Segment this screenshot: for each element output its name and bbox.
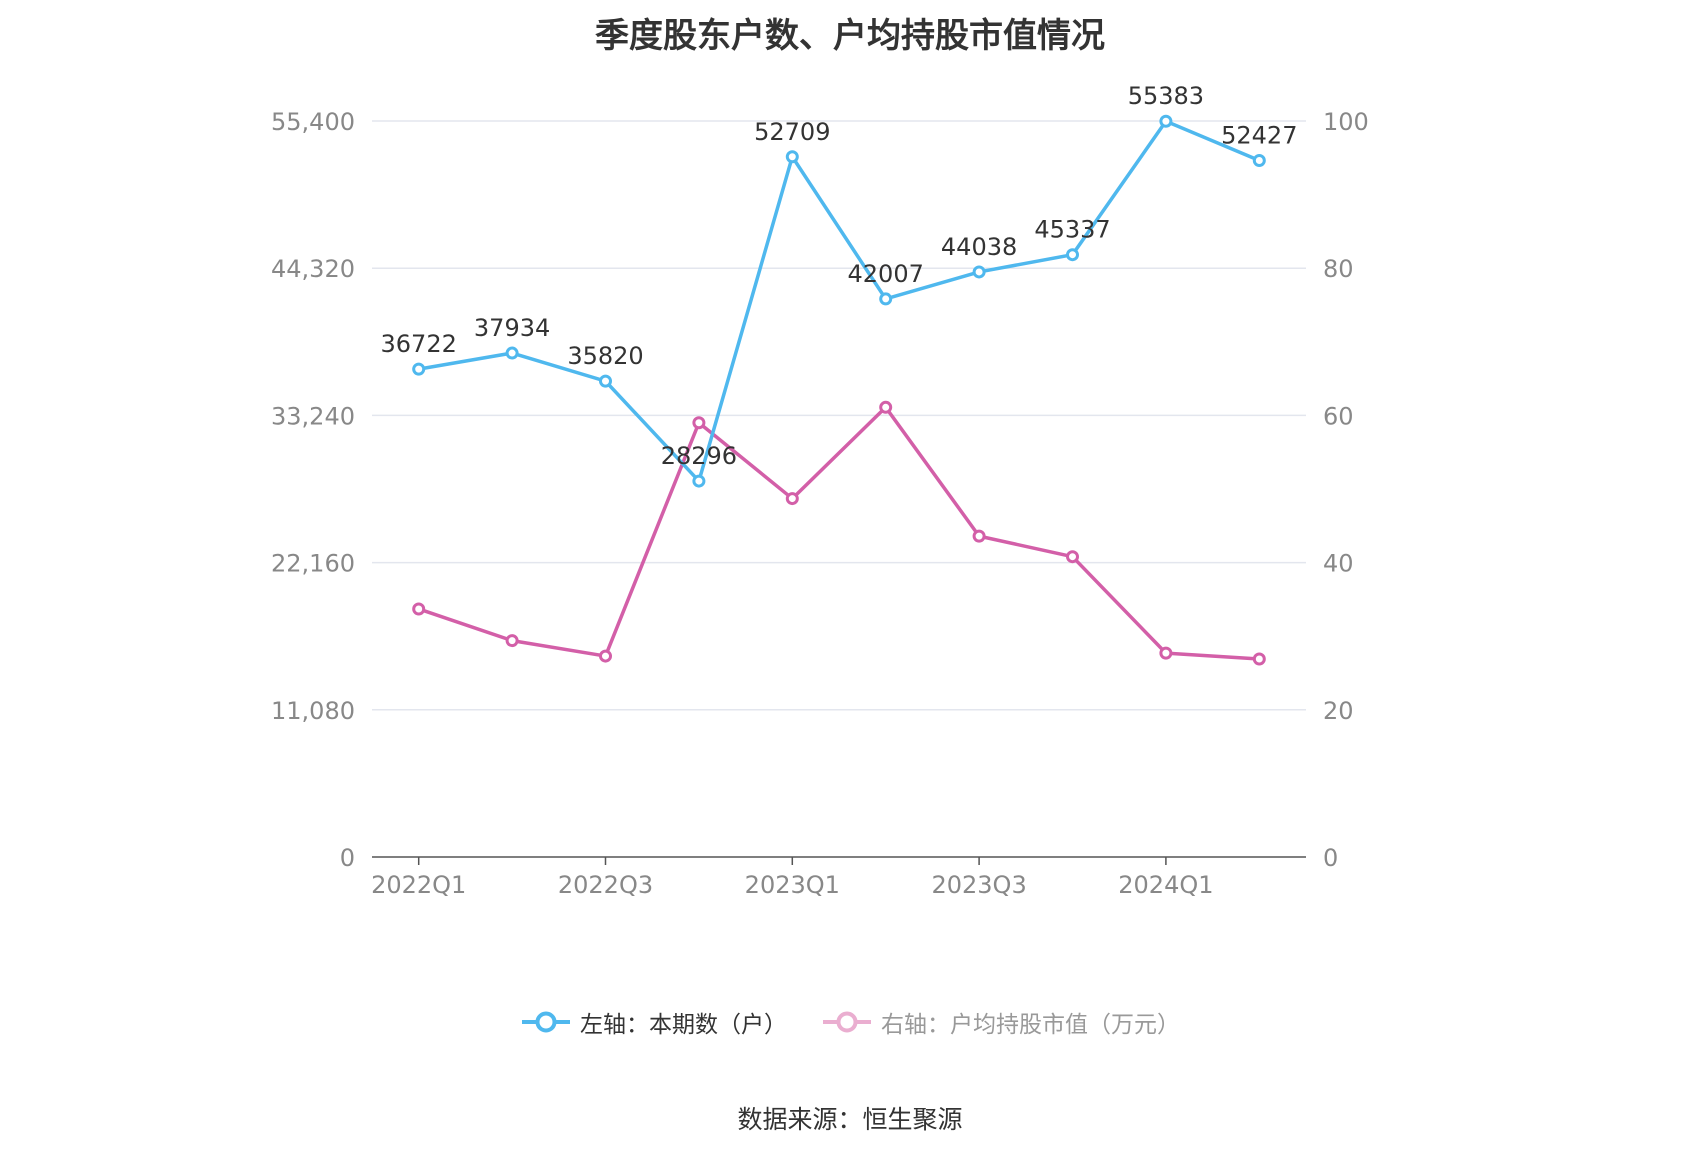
data-label: 52427 [1221,121,1297,149]
legend-item-households[interactable]: 左轴：本期数（户） [520,1005,787,1039]
series-line [418,405,1260,661]
right-tick-label: 80 [1323,255,1354,283]
data-source: 数据来源：恒生聚源 [737,1105,963,1134]
data-label: 37934 [474,314,550,342]
data-point [505,346,519,360]
series-layer [412,114,1266,666]
data-label: 42007 [848,260,924,288]
legend: 左轴：本期数（户） 右轴：户均持股市值（万元） [0,1005,1700,1039]
chart-title: 季度股东户数、户均持股市值情况 [595,16,1105,56]
grid-lines [372,120,1306,711]
left-tick-label: 22,160 [271,550,355,578]
legend-line-circle-icon [522,1011,570,1033]
data-point [879,292,893,306]
data-point [692,474,706,488]
left-tick-label: 44,320 [271,255,355,283]
data-label: 44038 [941,233,1017,261]
data-label: 45337 [1034,216,1110,244]
data-point [1066,550,1079,564]
legend-label-households: 左轴：本期数（户） [580,1012,787,1038]
left-tick-label: 33,240 [271,402,355,430]
legend-line-circle-icon [823,1011,871,1033]
data-point [505,634,519,648]
data-labels: 36722 37934 35820 28296 52709 42007 44038 45337… [381,82,1298,470]
x-axis: 2022Q1 2022Q3 2023Q1 2023Q3 2024Q1 [371,856,1306,899]
data-label: 28296 [661,442,737,470]
left-axis: 0 11,080 22,160 33,240 44,320 55,400 [271,108,355,872]
right-tick-label: 100 [1323,108,1369,136]
data-point [879,400,893,414]
data-point [1159,114,1173,128]
data-point [972,265,986,279]
right-tick-label: 0 [1323,844,1338,872]
data-point [412,362,426,376]
right-axis: 0 20 40 60 80 100 [1323,108,1369,872]
line-chart: 0 11,080 22,160 33,240 44,320 55,400 0 20 40 60 8… [271,82,1369,899]
data-point [599,374,612,388]
data-point [1159,646,1173,660]
left-tick-label: 11,080 [271,697,355,725]
legend-item-avg-value[interactable]: 右轴：户均持股市值（万元） [821,1005,1180,1039]
data-point [1066,248,1079,262]
data-point [972,529,986,543]
data-point [692,416,706,430]
data-label: 55383 [1128,82,1204,110]
left-tick-label: 0 [340,844,355,872]
data-point [1252,153,1266,167]
left-tick-label: 55,400 [271,108,355,136]
right-tick-label: 60 [1323,402,1354,430]
data-point [785,150,799,164]
data-label: 52709 [754,118,830,146]
data-point [785,492,799,506]
x-tick-label: 2024Q1 [1118,871,1213,899]
right-tick-label: 40 [1323,550,1354,578]
x-tick-label: 2022Q3 [558,871,653,899]
x-tick-label: 2023Q3 [931,871,1026,899]
data-point [412,602,426,616]
data-point [1252,652,1266,666]
x-tick-label: 2023Q1 [745,871,840,899]
x-tick-label: 2022Q1 [371,871,466,899]
data-label: 36722 [381,330,457,358]
data-point [599,649,612,663]
series-line [418,119,1260,483]
legend-label-avg-value: 右轴：户均持股市值（万元） [881,1012,1180,1038]
right-tick-label: 20 [1323,697,1354,725]
data-label: 35820 [567,342,643,370]
